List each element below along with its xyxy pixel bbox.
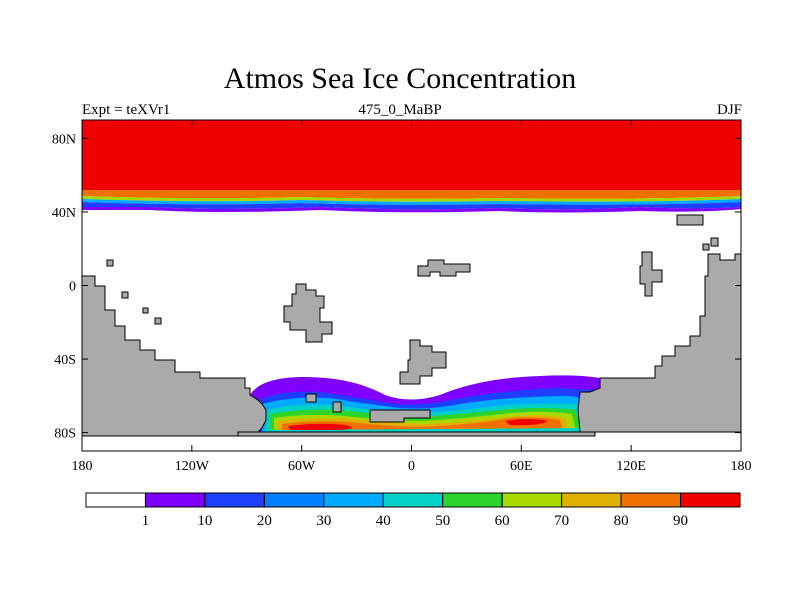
north-ice-violet	[82, 207, 741, 213]
land-equatorial	[417, 259, 471, 277]
colorbar-label: 70	[554, 513, 569, 529]
island-4	[154, 317, 162, 325]
south-ice-red-2	[505, 419, 548, 426]
x-tick-label: 60E	[510, 459, 533, 474]
colorbar-label: 80	[614, 513, 629, 529]
season-label: DJF	[716, 102, 742, 118]
colorbar-swatch	[204, 492, 265, 508]
island-east-3	[702, 243, 710, 251]
land-east	[577, 253, 741, 433]
colorbar-swatch	[263, 492, 325, 508]
x-tick-label: 60W	[288, 459, 316, 474]
colorbar-label: 50	[435, 513, 450, 529]
island-s-2	[332, 401, 342, 413]
x-tick-label: 120W	[175, 459, 210, 474]
land-central-west	[283, 283, 333, 343]
island-s-1	[305, 393, 317, 403]
x-tick-label: 120E	[616, 459, 646, 474]
colorbar-swatch	[442, 492, 503, 508]
colorbar-swatch	[561, 492, 622, 508]
north-ice-cyan	[82, 199, 741, 205]
land-central-south	[399, 339, 447, 385]
north-ice-red	[82, 120, 741, 190]
y-tick-label: 0	[69, 280, 76, 295]
land-west	[82, 275, 267, 437]
north-ice-yellow	[82, 196, 741, 202]
south-ice-red-1	[288, 423, 352, 430]
island-east-2	[710, 237, 719, 247]
x-tick-label: 0	[408, 459, 415, 474]
colorbar-swatch	[620, 492, 682, 508]
colorbar-label: 10	[197, 513, 212, 529]
colorbar-swatch	[501, 492, 563, 508]
colorbar-swatch	[144, 492, 206, 508]
colorbar-label: 1	[142, 513, 150, 529]
north-ice-blue	[82, 202, 741, 210]
y-tick-label: 40S	[54, 353, 76, 368]
y-tick-label: 80S	[54, 427, 76, 442]
axis-ticks: 180 120W 60W 0 60E 120E 180 80N 40N 0 40S 80S	[52, 120, 752, 474]
island-east-1	[639, 251, 663, 297]
time-label: 475_0_MaBP	[358, 102, 442, 118]
colorbar: 1 10 20 30 40 50 60 70 80 90	[85, 492, 741, 529]
land-south-strip	[237, 431, 596, 437]
island-2	[121, 291, 129, 299]
y-tick-label: 40N	[52, 206, 76, 221]
colorbar-swatch	[680, 492, 741, 508]
map-area	[82, 120, 741, 437]
colorbar-swatch	[382, 492, 444, 508]
south-ice-orange	[282, 417, 562, 430]
island-1	[106, 259, 114, 267]
land	[82, 214, 741, 437]
experiment-label: Expt = teXVr1	[82, 102, 171, 118]
chart-title: Atmos Sea Ice Concentration	[223, 62, 577, 95]
island-s-3	[369, 409, 431, 423]
colorbar-label: 20	[257, 513, 272, 529]
island-3	[142, 307, 149, 314]
x-tick-label: 180	[731, 459, 752, 474]
colorbar-label: 90	[673, 513, 688, 529]
colorbar-swatch	[85, 492, 146, 508]
colorbar-label: 60	[495, 513, 510, 529]
colorbar-label: 40	[376, 513, 391, 529]
x-tick-label: 180	[72, 459, 93, 474]
island-ne	[676, 214, 704, 226]
north-ice-orange	[82, 190, 741, 199]
colorbar-label: 30	[316, 513, 331, 529]
colorbar-swatch	[323, 492, 384, 508]
y-tick-label: 80N	[52, 132, 76, 147]
